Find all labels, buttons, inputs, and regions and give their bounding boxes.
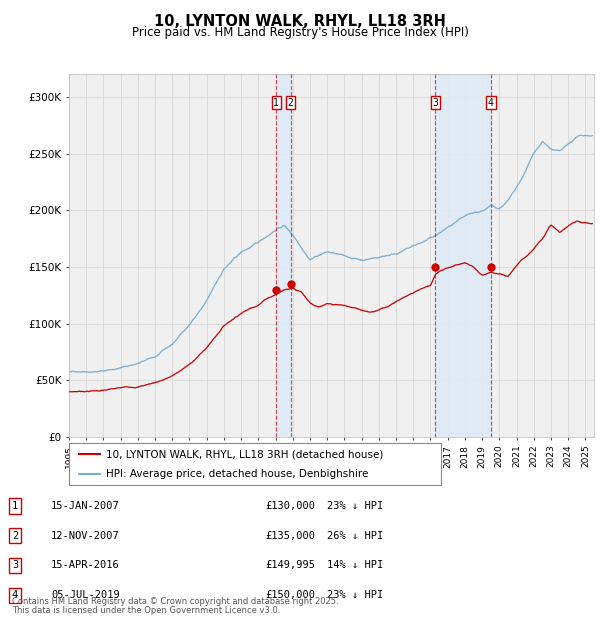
Text: Price paid vs. HM Land Registry's House Price Index (HPI): Price paid vs. HM Land Registry's House …: [131, 26, 469, 39]
Text: 12-NOV-2007: 12-NOV-2007: [51, 531, 120, 541]
Text: HPI: Average price, detached house, Denbighshire: HPI: Average price, detached house, Denb…: [106, 469, 368, 479]
Text: Contains HM Land Registry data © Crown copyright and database right 2025.: Contains HM Land Registry data © Crown c…: [12, 597, 338, 606]
Text: 2: 2: [12, 531, 18, 541]
Text: 4: 4: [12, 590, 18, 600]
Text: 3: 3: [12, 560, 18, 570]
Text: 4: 4: [488, 98, 494, 108]
Text: £149,995: £149,995: [265, 560, 315, 570]
Text: 05-JUL-2019: 05-JUL-2019: [51, 590, 120, 600]
Text: 23% ↓ HPI: 23% ↓ HPI: [327, 501, 383, 511]
Text: £130,000: £130,000: [265, 501, 315, 511]
Bar: [276, 74, 290, 437]
Text: 1: 1: [274, 98, 279, 108]
Text: 3: 3: [433, 98, 439, 108]
Text: £150,000: £150,000: [265, 590, 315, 600]
Text: 15-APR-2016: 15-APR-2016: [51, 560, 120, 570]
Bar: [436, 74, 491, 437]
Text: 10, LYNTON WALK, RHYL, LL18 3RH: 10, LYNTON WALK, RHYL, LL18 3RH: [154, 14, 446, 29]
Text: £135,000: £135,000: [265, 531, 315, 541]
Text: 2: 2: [287, 98, 293, 108]
Text: 23% ↓ HPI: 23% ↓ HPI: [327, 590, 383, 600]
Text: 1: 1: [12, 501, 18, 511]
Text: 14% ↓ HPI: 14% ↓ HPI: [327, 560, 383, 570]
Text: 10, LYNTON WALK, RHYL, LL18 3RH (detached house): 10, LYNTON WALK, RHYL, LL18 3RH (detache…: [106, 450, 383, 459]
Text: 15-JAN-2007: 15-JAN-2007: [51, 501, 120, 511]
Text: 26% ↓ HPI: 26% ↓ HPI: [327, 531, 383, 541]
Text: This data is licensed under the Open Government Licence v3.0.: This data is licensed under the Open Gov…: [12, 606, 280, 615]
